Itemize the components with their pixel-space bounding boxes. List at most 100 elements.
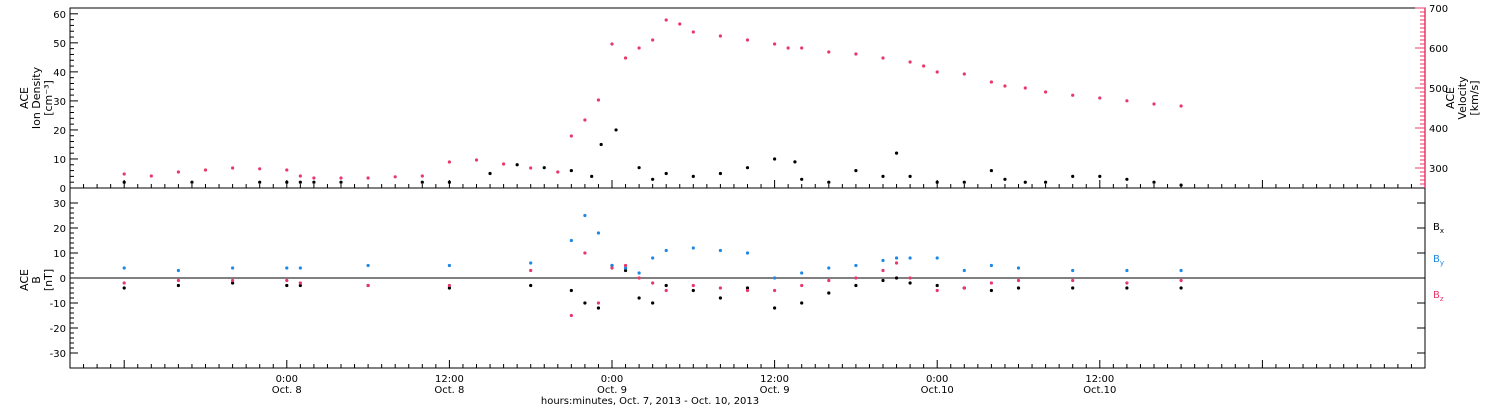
data-point-Bz	[691, 283, 695, 288]
data-point-density	[1152, 180, 1156, 184]
data-point-velocity	[610, 42, 614, 46]
top-ytick-left-label: 30	[53, 97, 66, 108]
data-point-density	[935, 180, 939, 184]
bottom-ytick-label: 0	[60, 274, 66, 285]
top-ytick-right-label: 400	[1429, 124, 1448, 135]
bottom-ylabel-line1: ACE	[18, 269, 31, 291]
data-point-Bx	[1071, 286, 1075, 290]
data-point-velocity	[502, 162, 506, 166]
data-point-velocity	[786, 46, 790, 50]
data-point-velocity	[908, 60, 912, 64]
data-point-velocity	[623, 56, 628, 60]
data-point-density	[718, 171, 723, 176]
top-ylabel-right-line1: ACE	[1444, 87, 1457, 109]
data-point-density	[599, 142, 603, 147]
data-point-Bz	[447, 283, 451, 288]
data-point-velocity	[298, 174, 302, 178]
data-point-Bx	[231, 281, 235, 285]
data-point-velocity	[989, 80, 994, 84]
bottom-ylabel-line2: B	[30, 276, 43, 284]
bottom-ytick-label: 20	[53, 224, 66, 235]
data-point-By	[285, 266, 289, 270]
data-point-velocity	[393, 175, 397, 179]
data-point-Bz	[881, 268, 885, 273]
data-point-By	[1016, 266, 1021, 270]
data-point-density	[447, 180, 451, 184]
data-point-Bz	[122, 281, 126, 285]
x-tick-label-time: 0:00	[276, 374, 298, 385]
data-point-By	[366, 263, 370, 268]
legend-bx-sub: x	[1440, 227, 1444, 235]
data-point-velocity	[718, 34, 723, 38]
data-point-Bz	[285, 278, 289, 283]
data-point-By	[800, 271, 804, 275]
data-point-density	[745, 166, 750, 170]
data-point-Bx	[596, 306, 601, 310]
data-point-velocity	[1044, 90, 1048, 94]
bottom-ytick-label: -30	[50, 349, 66, 360]
top-ytick-left-label: 60	[53, 10, 66, 21]
data-point-density	[1044, 180, 1048, 184]
data-point-velocity	[258, 167, 262, 171]
data-point-density	[515, 163, 519, 167]
data-point-Bz	[854, 276, 858, 280]
data-point-By	[718, 248, 723, 253]
bottom-ytick-label: -20	[50, 324, 66, 335]
data-point-Bz	[908, 276, 912, 280]
data-point-Bx	[1179, 286, 1183, 290]
data-point-Bx	[745, 286, 750, 290]
data-point-velocity	[203, 168, 208, 172]
data-point-velocity	[231, 166, 235, 170]
data-point-velocity	[651, 38, 655, 42]
top-panel-frame	[69, 7, 1426, 189]
data-point-Bx	[908, 281, 912, 285]
data-point-density	[569, 168, 573, 173]
data-point-velocity	[664, 18, 668, 22]
data-point-density	[800, 177, 804, 181]
data-point-By	[664, 248, 668, 253]
data-point-By	[623, 266, 628, 270]
data-point-Bz	[569, 313, 573, 318]
data-point-By	[908, 256, 912, 260]
legend-by-sub: y	[1440, 259, 1444, 267]
data-point-density	[122, 180, 126, 184]
data-point-Bz	[651, 281, 655, 285]
data-point-density	[664, 171, 668, 176]
data-point-By	[1125, 268, 1129, 273]
data-point-By	[176, 268, 180, 273]
data-point-Bz	[745, 288, 750, 293]
data-point-Bz	[637, 276, 641, 280]
data-point-density	[542, 166, 546, 170]
data-point-Bz	[962, 286, 966, 290]
data-point-Bx	[651, 301, 655, 305]
top-ytick-left-label: 20	[53, 126, 66, 137]
data-point-Bx	[1016, 286, 1021, 290]
data-point-velocity	[569, 134, 573, 138]
data-point-Bz	[894, 261, 899, 265]
data-point-density	[827, 180, 831, 184]
top-ylabel-left-line2: Ion Density	[30, 66, 43, 129]
data-point-velocity	[1125, 99, 1129, 103]
data-point-By	[122, 266, 126, 270]
data-point-By	[583, 213, 587, 218]
data-point-velocity	[962, 72, 966, 76]
data-point-Bz	[596, 301, 601, 305]
data-point-density	[773, 157, 777, 161]
data-point-velocity	[637, 46, 641, 50]
data-point-velocity	[773, 42, 777, 46]
data-point-By	[962, 268, 966, 273]
x-tick-label-time: 12:00	[1085, 374, 1114, 385]
x-tick-label-date: Oct.10	[1083, 385, 1116, 396]
data-point-velocity	[1023, 86, 1027, 90]
legend-by: By	[1433, 254, 1444, 267]
top-ylabel-left-line3: [cm⁻³]	[42, 80, 55, 116]
data-point-Bz	[989, 281, 994, 285]
data-point-velocity	[827, 50, 831, 54]
data-point-Bx	[773, 306, 777, 310]
data-point-velocity	[854, 52, 858, 56]
data-point-Bz	[1179, 278, 1183, 283]
data-point-density	[894, 151, 899, 155]
data-point-density	[614, 128, 618, 132]
data-point-Bx	[176, 283, 180, 288]
